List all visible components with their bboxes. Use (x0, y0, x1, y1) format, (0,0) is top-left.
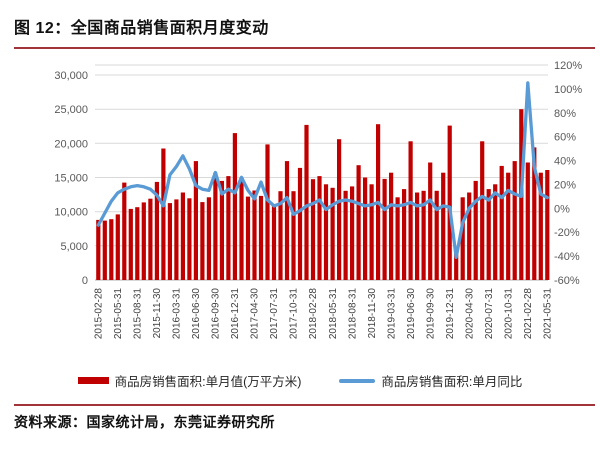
title-underline-rule (14, 47, 595, 49)
svg-text:2019-12-31: 2019-12-31 (445, 288, 456, 340)
svg-text:2020-04-30: 2020-04-30 (464, 288, 475, 340)
svg-text:40%: 40% (554, 156, 576, 168)
svg-text:0: 0 (82, 275, 88, 287)
svg-text:20,000: 20,000 (54, 138, 88, 150)
sales-area-chart-canvas: 0 5,000 10,000 15,000 20,000 25,000 30,000 -60%… (54, 60, 582, 340)
legend-item-bar-series: 商品房销售面积:单月值(万平方米) (77, 371, 302, 390)
svg-text:0%: 0% (554, 203, 570, 215)
legend-line-label: 商品房销售面积:单月同比 (381, 375, 523, 389)
svg-text:5,000: 5,000 (60, 241, 88, 253)
figure-title: 图 12：全国商品销售面积月度变动 (14, 20, 269, 37)
bar-series-monthly-sales-area (96, 109, 550, 281)
svg-text:2020-10-31: 2020-10-31 (503, 288, 514, 340)
svg-text:2018-05-31: 2018-05-31 (328, 288, 339, 340)
svg-text:20%: 20% (554, 179, 576, 191)
chart-legend: 商品房销售面积:单月值(万平方米) 商品房销售面积:单月同比 (0, 371, 600, 390)
line-series-yoy (96, 81, 549, 259)
svg-text:30,000: 30,000 (54, 70, 88, 82)
legend-bar-label: 商品房销售面积:单月值(万平方米) (114, 375, 302, 389)
svg-text:2016-06-30: 2016-06-30 (191, 288, 202, 340)
svg-text:100%: 100% (554, 84, 582, 96)
svg-text:15,000: 15,000 (54, 173, 88, 185)
legend-bar-swatch (77, 377, 109, 384)
svg-text:2020-07-31: 2020-07-31 (484, 288, 495, 340)
svg-text:2016-12-31: 2016-12-31 (230, 288, 241, 340)
svg-text:2015-11-30: 2015-11-30 (152, 288, 163, 339)
svg-text:10,000: 10,000 (54, 207, 88, 219)
svg-text:2018-08-31: 2018-08-31 (347, 288, 358, 340)
svg-text:60%: 60% (554, 132, 576, 144)
svg-text:2016-03-31: 2016-03-31 (172, 288, 183, 340)
chart-area: 0 5,000 10,000 15,000 20,000 25,000 30,000 -60%… (0, 50, 600, 372)
svg-text:2015-08-31: 2015-08-31 (133, 288, 144, 340)
svg-text:2019-09-30: 2019-09-30 (425, 288, 436, 340)
svg-text:2018-02-28: 2018-02-28 (308, 288, 319, 340)
svg-text:120%: 120% (554, 60, 582, 72)
legend-line-swatch (339, 378, 376, 383)
svg-text:-20%: -20% (554, 227, 580, 239)
svg-text:2017-04-30: 2017-04-30 (250, 288, 261, 340)
y-axis-right-labels: -60% -40% -20% 0% 20% 40% 60% 80% 100% 120% (554, 60, 582, 287)
y-axis-left-labels: 0 5,000 10,000 15,000 20,000 25,000 30,000 (54, 70, 88, 287)
svg-text:2017-07-31: 2017-07-31 (269, 288, 280, 340)
svg-text:2015-02-28: 2015-02-28 (94, 288, 105, 340)
svg-text:2021-05-31: 2021-05-31 (543, 288, 554, 340)
svg-text:2021-02-28: 2021-02-28 (523, 288, 534, 340)
svg-text:2019-06-30: 2019-06-30 (406, 288, 417, 340)
source-divider-rule (14, 404, 595, 406)
svg-text:2017-10-31: 2017-10-31 (289, 288, 300, 340)
svg-text:2015-05-31: 2015-05-31 (113, 288, 124, 340)
svg-text:2016-09-30: 2016-09-30 (211, 288, 222, 340)
svg-text:25,000: 25,000 (54, 104, 88, 116)
svg-text:2019-03-31: 2019-03-31 (386, 288, 397, 340)
legend-item-line-series: 商品房销售面积:单月同比 (339, 371, 522, 390)
svg-text:2018-11-30: 2018-11-30 (367, 288, 378, 339)
svg-text:-60%: -60% (554, 275, 580, 287)
svg-text:-40%: -40% (554, 251, 580, 263)
source-note: 资料来源：国家统计局，东莞证券研究所 (14, 414, 275, 430)
svg-text:80%: 80% (554, 108, 576, 120)
x-axis-labels: 2015-02-28 2015-05-31 2015-08-31 2015-11-30… (94, 288, 554, 340)
